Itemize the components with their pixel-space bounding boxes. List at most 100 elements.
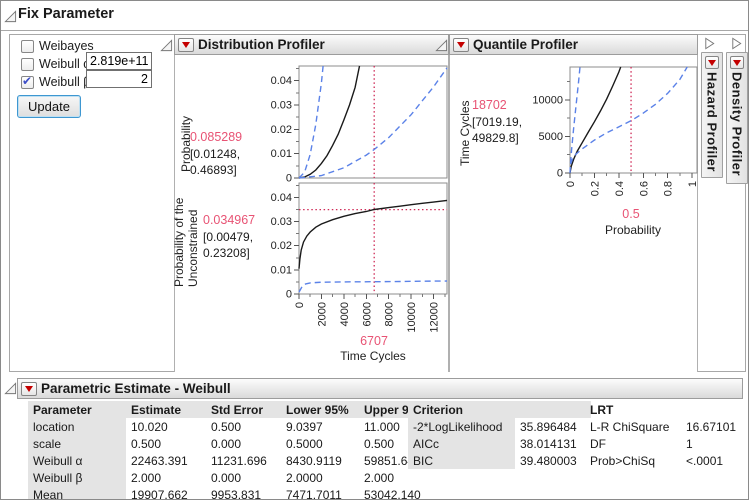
dist-row1-value-block: 0.085289 [0.01248, 0.46893] <box>190 129 242 179</box>
quantile-profiler-title: Quantile Profiler <box>473 37 579 52</box>
value-cell: <.0001 <box>686 453 724 468</box>
row-header: BIC <box>408 452 515 469</box>
quantile-plot[interactable]: 0 5000 10000 0 0.2 0.4 0.6 0.8 1 <box>530 63 705 209</box>
value-cell: 59851.645 <box>364 453 421 468</box>
dist-plot-bottom[interactable]: 0 0.01 0.02 0.03 0.04 0 2000 4000 6000 8000 10000 1… <box>261 179 453 342</box>
density-menu-button[interactable] <box>730 56 744 69</box>
svg-text:5000: 5000 <box>539 131 563 143</box>
svg-text:4000: 4000 <box>339 302 351 326</box>
svg-text:0: 0 <box>565 181 577 187</box>
table-row: -2*LogLikelihood 35.896484 <box>408 418 591 435</box>
svg-text:0: 0 <box>286 289 292 301</box>
distribution-profiler-title: Distribution Profiler <box>198 37 325 52</box>
column-header: Parameter <box>28 401 126 418</box>
disclosure-open-icon[interactable] <box>4 10 17 23</box>
value-cell: 0.500 <box>364 436 395 451</box>
weibayes-checkbox[interactable]: ✔ <box>21 39 34 53</box>
estimates-disclosure-open-icon[interactable] <box>4 382 17 395</box>
table-row: Mean 19907.662 9953.831 7471.7011 53042.140 <box>28 486 437 499</box>
value-cell: 35.896484 <box>520 419 577 434</box>
value-cell: 2.000 <box>364 470 395 485</box>
quantile-lower-ci-curve <box>569 66 688 165</box>
svg-text:0.04: 0.04 <box>271 192 292 204</box>
value-cell: 2.0000 <box>286 470 323 485</box>
row-header: -2*LogLikelihood <box>408 418 515 435</box>
red-triangle-icon <box>457 41 465 48</box>
quantile-ci-line2: 49829.8] <box>472 131 519 145</box>
value-cell: 0.000 <box>211 470 242 485</box>
quantile-svg: 0 5000 10000 0 0.2 0.4 0.6 0.8 1 <box>532 66 699 196</box>
estimates-header[interactable]: Parametric Estimate - Weibull <box>17 378 743 399</box>
row-header: L-R ChiSquare <box>590 419 670 434</box>
svg-text:10000: 10000 <box>406 302 418 333</box>
hazard-profiler-collapsed-panel[interactable]: Hazard Profiler <box>701 52 723 178</box>
dist-row2-ci-line1: [0.00479, <box>203 229 254 244</box>
quantile-x-current-value: 0.5 <box>622 207 640 221</box>
value-cell: 1 <box>686 436 693 451</box>
distribution-menu-button[interactable] <box>178 37 194 52</box>
value-cell: 9.0397 <box>286 419 323 434</box>
quantile-disclosure-open-icon[interactable] <box>435 39 448 52</box>
distribution-profiler-header[interactable]: Distribution Profiler <box>174 34 449 55</box>
density-disclosure-closed-icon[interactable] <box>730 37 743 50</box>
dist-bottom-svg: 0 0.01 0.02 0.03 0.04 0 2000 4000 6000 8000 10000 1… <box>271 182 448 333</box>
dist-row2-ci-line2: 0.23208] <box>203 246 250 260</box>
value-cell: 8430.9119 <box>286 453 342 468</box>
red-triangle-icon <box>733 59 741 66</box>
weibull-beta-checkbox[interactable]: ✔ <box>21 73 34 89</box>
value-cell: 11.000 <box>364 419 400 434</box>
svg-text:0.6: 0.6 <box>638 181 650 196</box>
svg-text:0.01: 0.01 <box>271 264 292 276</box>
dist-x-current-value: 6707 <box>360 334 388 348</box>
svg-text:0: 0 <box>286 173 292 185</box>
parameter-estimates-table: Parameter Estimate Std Error Lower 95% Upper… <box>28 401 437 499</box>
value-cell: 39.480003 <box>520 453 577 468</box>
svg-text:8000: 8000 <box>384 302 396 326</box>
distribution-disclosure-open-icon[interactable] <box>160 39 173 52</box>
density-profiler-title: Density Profiler <box>729 72 745 177</box>
dist-row2-y-axis-label: Probability of the Unconstrained <box>172 192 200 287</box>
svg-text:2000: 2000 <box>316 302 328 326</box>
table-row: location 10.020 0.500 9.0397 11.000 <box>28 418 437 435</box>
weibull-alpha-checkbox[interactable]: ✔ <box>21 57 34 71</box>
table-row: Prob>ChiSq <.0001 <box>585 452 741 469</box>
row-header: location <box>28 418 126 435</box>
hazard-menu-button[interactable] <box>705 56 719 69</box>
weibayes-row: ✔ Weibayes <box>21 39 94 53</box>
estimates-menu-button[interactable] <box>21 381 37 396</box>
quantile-ci-line1: [7019.19, <box>472 114 523 129</box>
quantile-profiler-header[interactable]: Quantile Profiler <box>449 34 698 55</box>
hazard-disclosure-closed-icon[interactable] <box>703 37 716 50</box>
weibull-beta-input[interactable] <box>86 70 152 88</box>
red-triangle-icon <box>182 41 190 48</box>
table-row: BIC 39.480003 <box>408 452 591 469</box>
update-button[interactable]: Update <box>17 95 81 118</box>
dist-row2-current-value: 0.034967 <box>203 213 256 227</box>
dist-top-lower-ci-curve <box>298 67 448 179</box>
dist-plot-top[interactable]: 0 0.01 0.02 0.03 0.04 <box>261 62 453 189</box>
svg-text:0.03: 0.03 <box>271 99 292 111</box>
weibull-alpha-input[interactable] <box>86 52 152 70</box>
table-row: AICc 38.014131 <box>408 435 591 452</box>
weibull-alpha-label: Weibull α <box>39 57 91 71</box>
red-triangle-icon <box>25 385 33 392</box>
column-header <box>515 401 591 418</box>
svg-text:0: 0 <box>557 168 563 180</box>
row-header: Weibull β <box>28 469 126 486</box>
row-header: AICc <box>408 435 515 452</box>
svg-text:0.4: 0.4 <box>614 181 626 196</box>
dist-top-svg: 0 0.01 0.02 0.03 0.04 <box>271 65 448 185</box>
quantile-x-axis-label: Probability <box>604 223 662 237</box>
dist-row1-ci-line1: [0.01248, <box>190 146 241 161</box>
dist-x-axis-label: Time Cycles <box>340 349 406 363</box>
title-bar: Fix Parameter <box>1 1 748 31</box>
column-header: Estimate <box>126 401 206 418</box>
svg-text:0.04: 0.04 <box>271 75 292 87</box>
quantile-profiler-panel: Quantile Profiler Time Cycles 18702 [701… <box>449 34 699 372</box>
quantile-menu-button[interactable] <box>453 37 469 52</box>
page-title: Fix Parameter <box>18 6 114 22</box>
density-profiler-collapsed-panel[interactable]: Density Profiler <box>726 52 748 184</box>
column-header: Criterion <box>408 401 515 418</box>
row-header: Weibull α <box>28 452 126 469</box>
